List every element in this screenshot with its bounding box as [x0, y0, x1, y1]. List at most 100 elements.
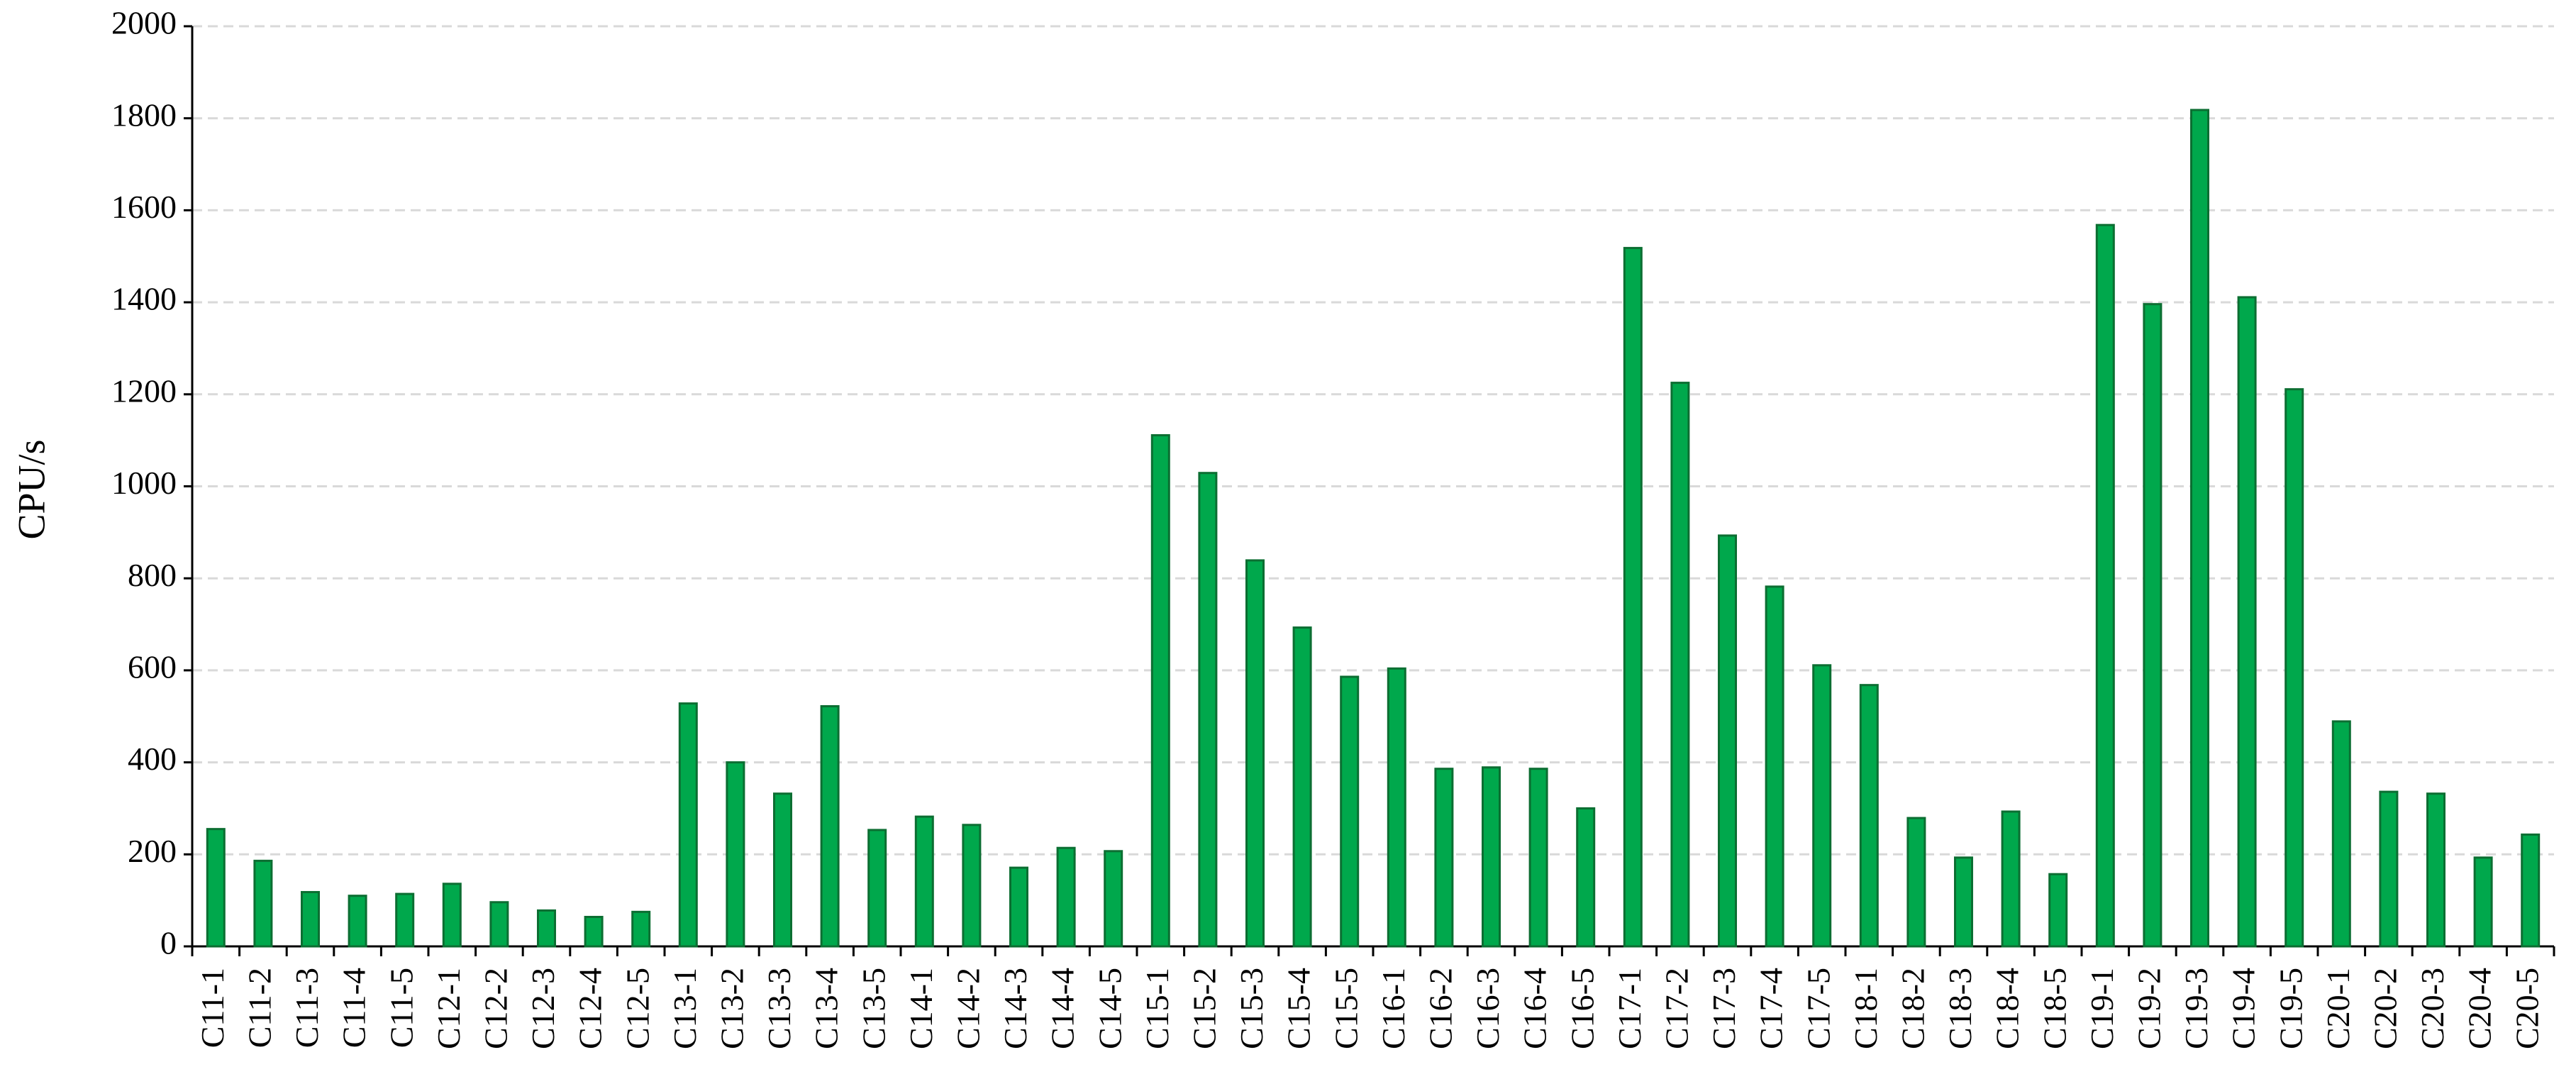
bar: [1765, 585, 1784, 948]
bar: [2331, 720, 2351, 948]
bar: [1482, 766, 1501, 948]
y-tick-label: 600: [128, 648, 177, 685]
bar: [1954, 856, 1973, 948]
bar: [1434, 768, 1454, 948]
bar: [867, 829, 887, 948]
bar: [584, 915, 604, 948]
bar: [1670, 382, 1690, 948]
x-tick-label: C14-4: [1045, 968, 1081, 1049]
bar: [2001, 810, 2021, 948]
bar: [2048, 873, 2068, 948]
x-tick-label: C14-3: [997, 968, 1033, 1049]
y-axis-label: CPU/s: [10, 439, 52, 539]
bar: [301, 890, 320, 948]
bar: [2426, 792, 2445, 948]
bar: [1576, 807, 1596, 948]
bar: [962, 824, 982, 948]
x-tick-label: C12-4: [572, 968, 609, 1049]
x-tick-label: C11-3: [289, 968, 325, 1048]
x-tick-label: C12-2: [477, 968, 513, 1049]
bar: [1104, 850, 1123, 948]
x-tick-label: C19-4: [2226, 968, 2262, 1049]
x-tick-label: C16-2: [1422, 968, 1458, 1049]
x-tick-label: C14-5: [1092, 968, 1128, 1049]
x-tick-label: C17-3: [1706, 968, 1742, 1049]
bar: [1245, 559, 1265, 948]
x-tick-label: C20-4: [2462, 968, 2498, 1049]
bar: [348, 895, 367, 948]
bar: [726, 761, 745, 948]
bar: [914, 815, 934, 948]
x-tick-label: C11-2: [241, 968, 277, 1048]
x-tick-label: C16-4: [1517, 968, 1553, 1049]
bar: [537, 909, 556, 948]
bar: [1150, 434, 1170, 948]
x-tick-label: C17-4: [1753, 968, 1789, 1049]
bar: [678, 702, 698, 948]
x-tick-label: C13-4: [809, 968, 845, 1049]
bar: [1623, 247, 1643, 948]
y-tick-label: 200: [128, 833, 177, 869]
x-tick-label: C20-5: [2509, 968, 2545, 1049]
bar: [2190, 109, 2209, 948]
x-tick-label: C19-2: [2131, 968, 2167, 1049]
y-tick-label: 1800: [111, 96, 177, 133]
bar: [1528, 768, 1548, 948]
bar: [2237, 296, 2257, 948]
y-tick-label: 1600: [111, 189, 177, 225]
bar: [2143, 303, 2163, 948]
x-tick-label: C13-3: [761, 968, 797, 1049]
x-tick-label: C11-4: [336, 968, 372, 1048]
bar: [1812, 664, 1832, 948]
bar: [206, 828, 226, 948]
x-tick-label: C20-2: [2367, 968, 2403, 1049]
x-tick-label: C13-5: [855, 968, 892, 1049]
x-tick-label: C19-3: [2178, 968, 2214, 1049]
x-tick-label: C18-5: [2036, 968, 2072, 1049]
bar: [1198, 472, 1218, 948]
y-tick-label: 2000: [111, 5, 177, 41]
x-tick-label: C15-1: [1139, 968, 1175, 1049]
bar: [2379, 790, 2399, 948]
bar: [1009, 866, 1028, 948]
bar: [253, 859, 273, 948]
x-tick-label: C13-1: [667, 968, 703, 1049]
bar: [1387, 667, 1406, 948]
x-tick-label: C19-1: [2084, 968, 2120, 1049]
x-tick-label: C12-1: [431, 968, 467, 1049]
x-tick-label: C17-5: [1800, 968, 1836, 1049]
bar: [773, 792, 792, 948]
y-tick-label: 400: [128, 741, 177, 777]
x-tick-label: C20-3: [2414, 968, 2450, 1049]
x-tick-label: C18-3: [1942, 968, 1978, 1049]
x-tick-label: C16-1: [1375, 968, 1411, 1049]
x-tick-label: C18-4: [1989, 968, 2026, 1049]
bar: [395, 892, 415, 948]
bar: [2095, 223, 2115, 948]
x-tick-label: C12-3: [525, 968, 561, 1049]
bar: [631, 910, 651, 948]
bar: [442, 883, 462, 948]
x-tick-label: C15-5: [1328, 968, 1364, 1049]
bar: [1859, 684, 1879, 948]
x-tick-label: C18-2: [1894, 968, 1931, 1049]
bar: [2521, 833, 2541, 948]
bar: [1340, 675, 1360, 948]
x-tick-label: C13-2: [714, 968, 750, 1049]
y-tick-label: 0: [160, 925, 177, 961]
x-tick-label: C16-3: [1470, 968, 1506, 1049]
bar: [820, 704, 840, 948]
x-tick-label: C11-5: [383, 968, 419, 1048]
x-tick-label: C15-2: [1186, 968, 1222, 1049]
bar: [2284, 388, 2304, 948]
bar: [2473, 856, 2493, 948]
x-tick-label: C15-4: [1281, 968, 1317, 1049]
bar: [489, 901, 509, 948]
x-tick-label: C17-1: [1611, 968, 1648, 1049]
x-tick-label: C20-1: [2320, 968, 2356, 1049]
x-tick-label: C18-1: [1848, 968, 1884, 1049]
bar: [1906, 817, 1926, 948]
y-tick-label: 1200: [111, 372, 177, 409]
x-tick-label: C15-3: [1233, 968, 1270, 1049]
